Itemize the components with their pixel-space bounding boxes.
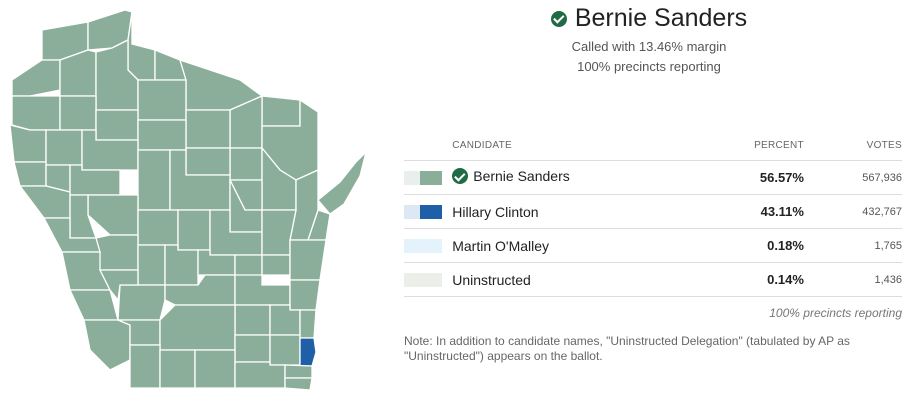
- header-swatch: [404, 140, 452, 161]
- county-richland[interactable]: [98, 269, 139, 302]
- color-swatch: [404, 238, 452, 253]
- swatch-dark: [420, 204, 442, 219]
- candidate-percent: 56.57%: [702, 160, 804, 195]
- county-clark[interactable]: [137, 149, 171, 211]
- county-dane[interactable]: [159, 304, 236, 351]
- county-florence[interactable]: [261, 95, 301, 127]
- county-burnett[interactable]: [11, 59, 61, 97]
- candidate-percent: 0.14%: [702, 262, 804, 297]
- header-votes: VOTES: [866, 140, 902, 151]
- table-row-sanders: Bernie Sanders 56.57% 567,936: [404, 160, 902, 195]
- wisconsin-county-map[interactable]: [0, 0, 370, 406]
- county-dodge[interactable]: [234, 304, 271, 336]
- county-sauk[interactable]: [117, 284, 166, 321]
- candidate-votes: 1,436: [803, 262, 902, 297]
- county-walworth[interactable]: [234, 361, 286, 389]
- winner-header: Bernie Sanders Called with 13.46% margin…: [404, 4, 894, 77]
- table-footer-reporting: 100% precincts reporting: [769, 306, 902, 320]
- county-oneida[interactable]: [185, 109, 231, 149]
- county-wood[interactable]: [137, 209, 179, 246]
- county-kenosha[interactable]: [284, 377, 313, 391]
- county-crawford[interactable]: [68, 289, 119, 321]
- color-swatch: [404, 204, 452, 219]
- county-waukesha[interactable]: [269, 334, 301, 366]
- table-row-omalley: Martin O'Malley 0.18% 1,765: [404, 228, 902, 263]
- county-grant[interactable]: [83, 319, 131, 371]
- county-green[interactable]: [159, 349, 196, 389]
- swatch-light: [404, 272, 442, 287]
- county-fond-du-lac[interactable]: [234, 274, 291, 306]
- county-manitowoc[interactable]: [289, 239, 327, 281]
- checkmark-icon: [452, 168, 469, 184]
- county-buffalo[interactable]: [18, 185, 71, 219]
- county-calumet[interactable]: [261, 254, 291, 276]
- color-swatch: [404, 170, 452, 185]
- county-eau-claire[interactable]: [69, 164, 121, 196]
- table-row-clinton: Hillary Clinton 43.11% 432,767: [404, 194, 902, 229]
- header-candidate: CANDIDATE: [452, 140, 512, 151]
- swatch-light: [404, 204, 420, 219]
- county-monroe[interactable]: [95, 234, 139, 271]
- ballot-note: Note: In addition to candidate names, "U…: [404, 334, 850, 363]
- county-juneau[interactable]: [137, 244, 166, 286]
- results-panel: Bernie Sanders Called with 13.46% margin…: [404, 0, 904, 406]
- candidate-name: Martin O'Malley: [452, 228, 703, 263]
- county-rusk[interactable]: [95, 109, 139, 141]
- checkmark-icon: [550, 10, 567, 27]
- county-ashland[interactable]: [127, 11, 156, 81]
- swatch-light: [404, 170, 420, 185]
- candidate-percent: 0.18%: [702, 228, 804, 263]
- county-jefferson[interactable]: [234, 334, 271, 363]
- county-portage[interactable]: [177, 209, 211, 251]
- color-swatch: [404, 272, 452, 287]
- county-price[interactable]: [137, 79, 187, 121]
- county-barron[interactable]: [59, 95, 97, 131]
- county-adams[interactable]: [164, 244, 199, 286]
- county-rock[interactable]: [194, 349, 236, 389]
- candidate-name: Uninstructed: [452, 262, 703, 297]
- winner-margin: Called with 13.46% margin: [571, 39, 727, 54]
- candidate-votes: 1,765: [803, 228, 902, 263]
- county-polk[interactable]: [11, 95, 61, 131]
- candidate-votes: 567,936: [803, 160, 902, 195]
- swatch-light: [404, 238, 442, 253]
- winner-reporting: 100% precincts reporting: [577, 59, 721, 74]
- candidate-name: Hillary Clinton: [452, 194, 703, 229]
- county-lincoln[interactable]: [185, 147, 231, 176]
- county-washington[interactable]: [269, 304, 301, 336]
- swatch-dark: [420, 170, 442, 185]
- county-sheboygan[interactable]: [289, 279, 321, 311]
- county-lafayette[interactable]: [129, 344, 161, 389]
- county-door[interactable]: [317, 149, 368, 215]
- table-row-uninstructed: Uninstructed 0.14% 1,436: [404, 262, 902, 297]
- winner-title: Bernie Sanders: [550, 4, 748, 33]
- county-ozaukee[interactable]: [299, 309, 317, 339]
- county-st-croix[interactable]: [9, 124, 47, 163]
- winner-name: Bernie Sanders: [574, 4, 748, 32]
- county-jackson[interactable]: [87, 194, 139, 236]
- county-racine[interactable]: [284, 364, 313, 379]
- candidate-votes: 432,767: [803, 194, 902, 229]
- candidate-percent: 43.11%: [702, 194, 804, 229]
- header-percent: PERCENT: [754, 140, 804, 151]
- county-milwaukee[interactable]: [299, 337, 317, 367]
- county-langlade[interactable]: [229, 147, 263, 181]
- results-table: CANDIDATE PERCENT VOTES Bernie Sanders 5…: [404, 140, 902, 297]
- county-pierce[interactable]: [13, 161, 47, 187]
- county-taylor[interactable]: [137, 119, 187, 151]
- candidate-name: Bernie Sanders: [473, 168, 570, 184]
- county-dunn[interactable]: [45, 129, 83, 166]
